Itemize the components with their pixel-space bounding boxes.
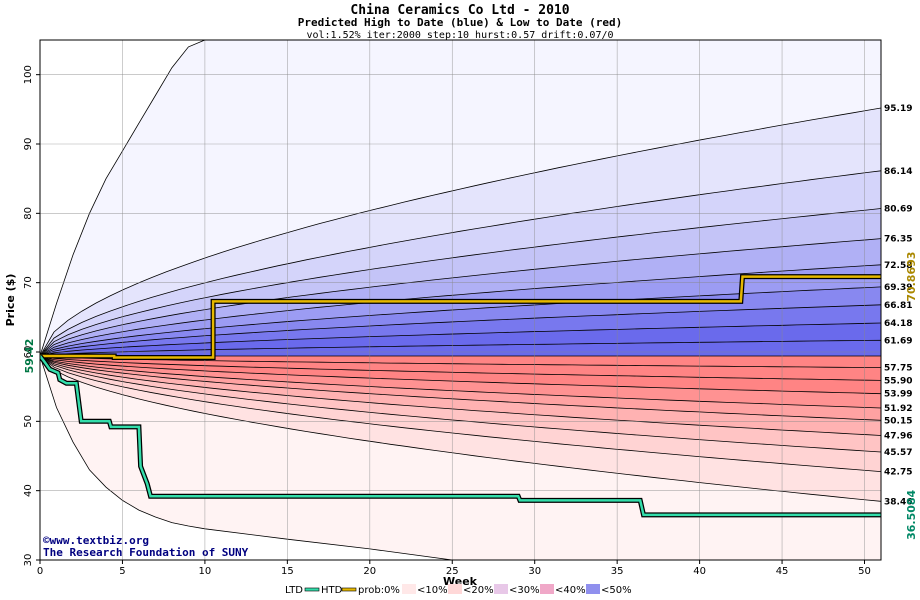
y-axis-ticks: 30 40 50 60 70 80 90 100 — [23, 65, 40, 566]
chart-params: vol:1.52% iter:2000 step:10 hurst:0.57 d… — [306, 30, 613, 41]
percentile-value-label: 57.75 — [884, 364, 912, 374]
percentile-line — [40, 355, 881, 381]
plot-frame — [39, 39, 882, 561]
percentile-value-label: 45.57 — [884, 448, 912, 458]
x-tick-label: 45 — [776, 566, 789, 577]
start-price-label: 59.42 — [23, 339, 36, 374]
legend-band-label: <20% — [463, 585, 494, 596]
x-axis-ticks: 0 5 10 15 20 25 30 35 40 45 50 — [37, 560, 871, 577]
percentile-value-label: 47.96 — [884, 431, 912, 441]
x-tick-label: 5 — [119, 566, 125, 577]
percentile-value-label: 64.18 — [884, 319, 912, 329]
x-tick-label: 10 — [199, 566, 212, 577]
percentile-line — [40, 355, 881, 395]
y-tick-label: 40 — [23, 484, 34, 497]
htd-final-label: 70.8693 — [905, 252, 918, 302]
y-tick-label: 30 — [23, 554, 34, 567]
y-tick-label: 100 — [23, 65, 34, 84]
percentile-line — [40, 355, 881, 453]
percentile-value-label: 61.69 — [884, 336, 912, 346]
percentile-line — [40, 355, 881, 436]
series-lines — [40, 274, 881, 518]
legend-band-label: <30% — [509, 585, 540, 596]
percentile-line — [40, 107, 881, 357]
legend-band-swatch — [494, 584, 508, 594]
percentile-line — [40, 355, 881, 421]
outer-lower-line — [40, 355, 453, 560]
legend-prob-label: prob:0% — [358, 585, 400, 596]
y-tick-label: 70 — [23, 276, 34, 289]
ltd-series-line — [40, 355, 881, 517]
percentile-line — [40, 322, 881, 357]
y-axis-label: Price ($) — [4, 274, 17, 327]
x-tick-label: 40 — [693, 566, 706, 577]
legend-band-label: <50% — [601, 585, 632, 596]
percentile-value-label: 76.35 — [884, 235, 912, 245]
legend-band-swatch — [540, 584, 554, 594]
legend-band-swatch — [586, 584, 600, 594]
htd-series-line — [40, 275, 881, 359]
x-tick-label: 50 — [858, 566, 871, 577]
percentile-line — [40, 170, 881, 357]
y-tick-label: 50 — [23, 415, 34, 428]
percentile-value-label: 95.19 — [884, 104, 912, 114]
percentile-value-label: 69.39 — [884, 283, 912, 293]
legend-band-label: <40% — [555, 585, 586, 596]
percentile-value-label: 50.15 — [884, 416, 912, 426]
probability-bands — [40, 40, 881, 560]
legend-ltd-swatch — [304, 587, 320, 592]
percentile-line — [40, 339, 881, 357]
percentile-value-label: 86.14 — [884, 167, 912, 177]
legend-band-swatch — [402, 584, 416, 594]
legend-htd-label: HTD — [321, 585, 343, 596]
band-low-8 — [40, 356, 881, 368]
percentile-line — [40, 264, 881, 357]
legend-htd-swatch — [341, 587, 357, 592]
percentile-line — [40, 355, 881, 472]
legend-band-swatch — [448, 584, 462, 594]
y-tick-label: 90 — [23, 138, 34, 151]
y-tick-label: 80 — [23, 207, 34, 220]
x-tick-label: 35 — [611, 566, 624, 577]
y-tick-label: 60 — [23, 346, 34, 359]
x-tick-label: 30 — [528, 566, 541, 577]
percentile-lines — [40, 40, 881, 560]
percentile-value-label: 55.90 — [884, 376, 912, 386]
percentile-value-label: 42.75 — [884, 468, 912, 478]
right-percentile-labels: 61.69 64.18 66.81 69.39 72.58 76.35 80.69 86.14… — [884, 104, 912, 507]
percentile-line — [40, 238, 881, 357]
percentile-line — [40, 355, 881, 368]
x-tick-label: 15 — [281, 566, 294, 577]
percentile-line — [40, 304, 881, 357]
x-tick-label: 0 — [37, 566, 43, 577]
credit-line-2: The Research Foundation of SUNY — [43, 546, 249, 559]
percentile-value-label: 80.69 — [884, 205, 912, 215]
percentile-value-label: 72.58 — [884, 261, 912, 271]
percentile-value-label: 51.92 — [884, 404, 912, 414]
percentile-line — [40, 355, 881, 409]
percentile-value-label: 53.99 — [884, 390, 912, 400]
percentile-line — [40, 355, 881, 502]
percentile-value-label: 38.46 — [884, 497, 912, 507]
chart-title: China Ceramics Co Ltd - 2010 — [350, 3, 569, 18]
chart-subtitle: Predicted High to Date (blue) & Low to D… — [298, 16, 623, 29]
legend: LTD HTD prob:0% <10% <20% <30% <40% <50% — [285, 584, 632, 596]
x-tick-label: 25 — [446, 566, 459, 577]
percentile-value-label: 66.81 — [884, 301, 912, 311]
x-tick-label: 20 — [363, 566, 376, 577]
ltd-final-label: 36.5084 — [905, 489, 918, 539]
percentile-line — [40, 208, 881, 357]
legend-ltd-label: LTD — [285, 585, 303, 596]
legend-band-label: <10% — [417, 585, 448, 596]
